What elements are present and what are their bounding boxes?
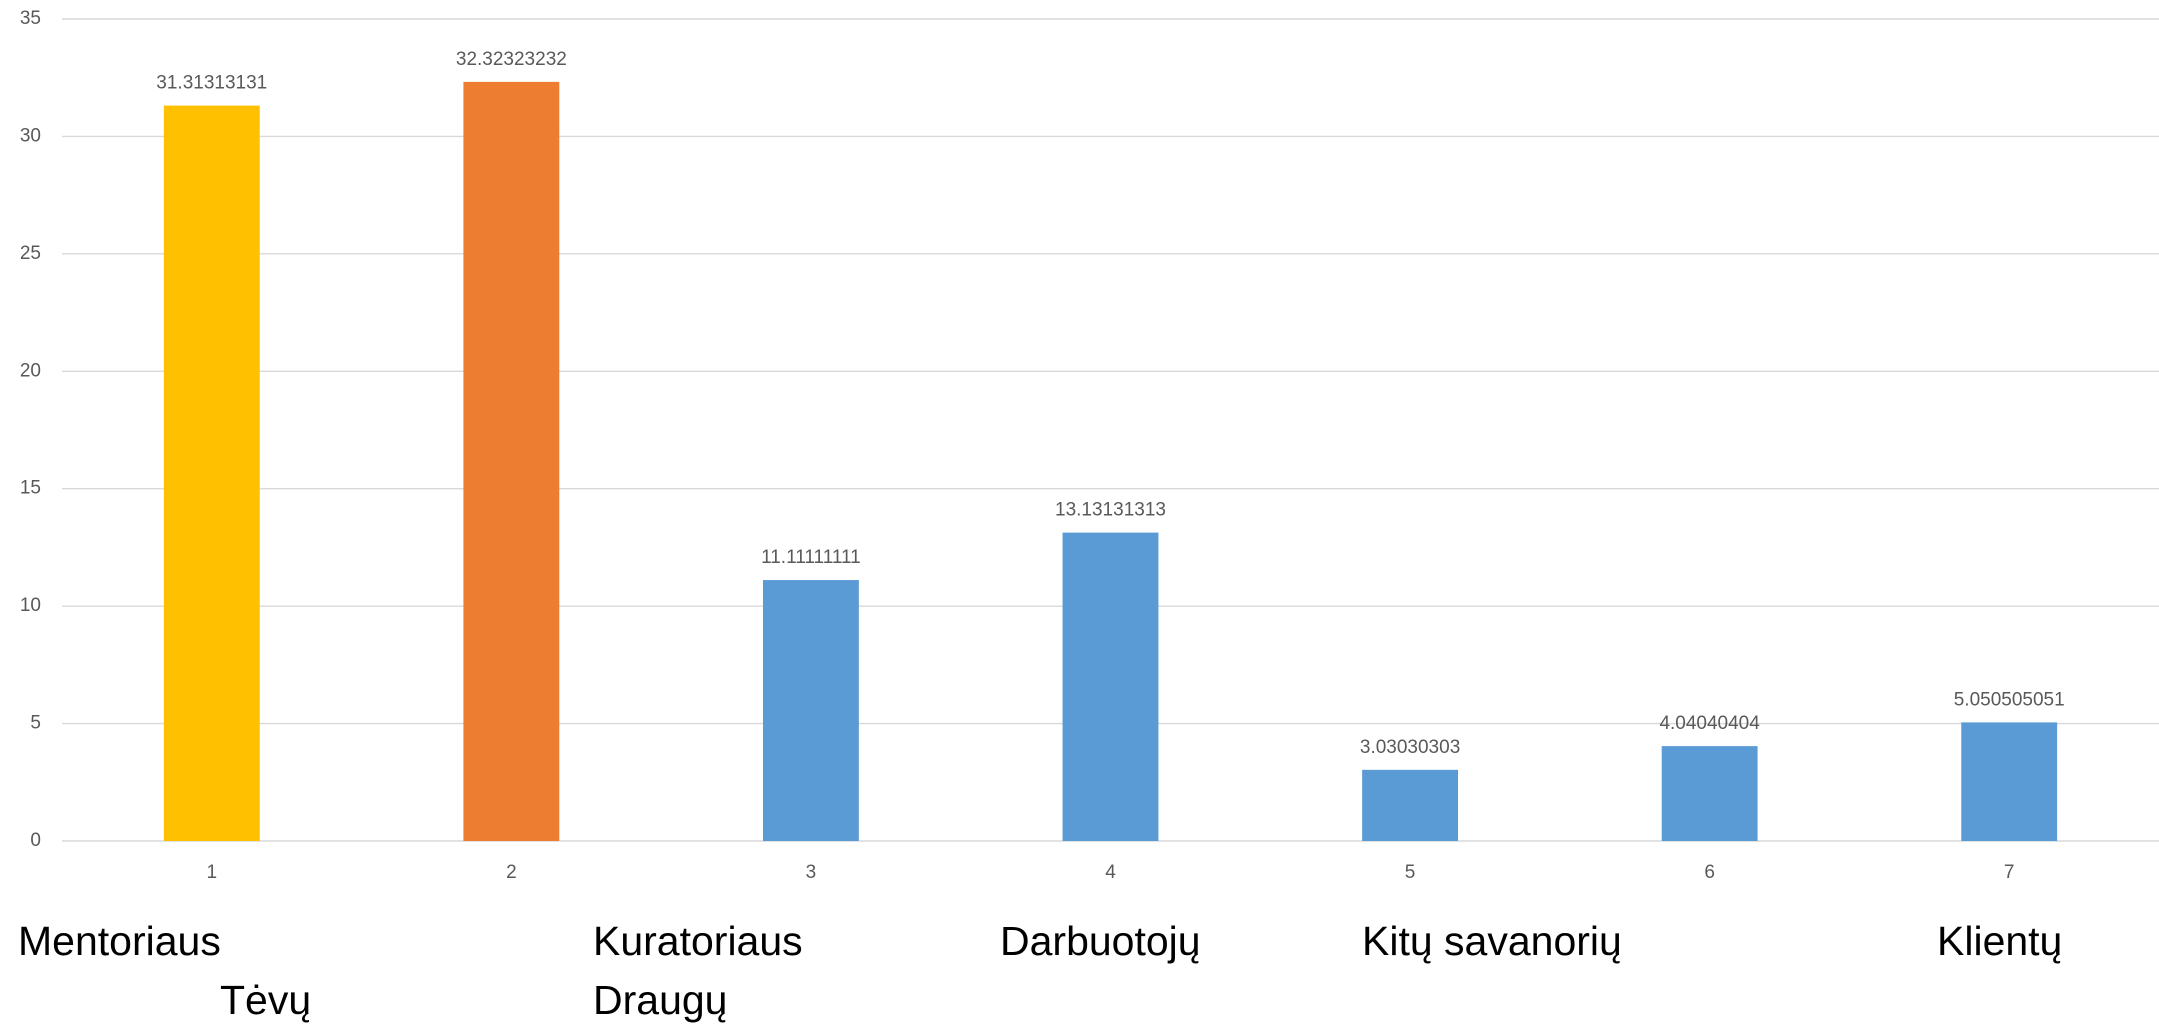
- y-tick-label: 20: [20, 360, 41, 381]
- y-tick-label: 25: [20, 243, 41, 264]
- y-tick-label: 5: [30, 713, 41, 734]
- x-tick-label: 2: [506, 862, 517, 883]
- bar: [163, 105, 260, 841]
- x-tick-label: 7: [2004, 862, 2015, 883]
- value-label: 4.04040404: [1659, 713, 1760, 734]
- y-tick-label: 30: [20, 125, 41, 146]
- x-tick-label: 5: [1405, 862, 1416, 883]
- x-tick-label: 1: [206, 862, 217, 883]
- value-label: 13.13131313: [1055, 500, 1166, 521]
- annotation: Klientų: [1937, 918, 2062, 964]
- x-tick-label: 4: [1105, 862, 1116, 883]
- y-tick-label: 15: [20, 478, 41, 499]
- value-label: 5.050505051: [1954, 689, 2065, 710]
- x-tick-label: 3: [806, 862, 817, 883]
- y-tick-label: 35: [20, 8, 41, 29]
- bar: [762, 580, 859, 841]
- value-label: 3.03030303: [1360, 737, 1460, 758]
- annotation: Kitų savanorių: [1362, 918, 1622, 964]
- value-label: 11.11111111: [761, 547, 861, 568]
- annotation: Mentoriaus: [18, 918, 221, 964]
- x-tick-label: 6: [1704, 862, 1715, 883]
- bar: [1362, 769, 1459, 841]
- bar: [1062, 532, 1159, 841]
- annotation: Kuratoriaus: [593, 918, 803, 964]
- annotation: Draugų: [593, 977, 727, 1023]
- bar: [1661, 746, 1758, 841]
- y-tick-label: 0: [30, 830, 41, 851]
- bar: [463, 81, 560, 842]
- bar: [1961, 722, 2058, 841]
- value-label: 32.32323232: [456, 49, 567, 70]
- y-tick-label: 10: [20, 595, 41, 616]
- annotation: Tėvų: [220, 977, 311, 1023]
- value-label: 31.31313131: [156, 73, 267, 94]
- annotation: Darbuotojų: [1000, 918, 1201, 964]
